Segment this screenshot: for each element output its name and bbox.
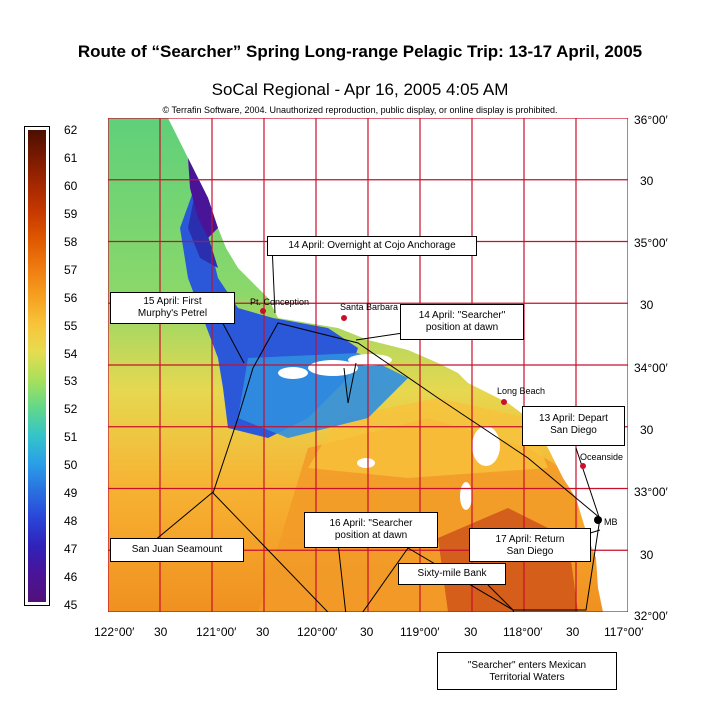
pt-conception-label: Pt. Conception bbox=[250, 297, 310, 307]
color-scale-tick: 47 bbox=[64, 542, 78, 557]
callout-cojo-anchorage: 14 April: Overnight at Cojo Anchorage bbox=[267, 236, 477, 256]
color-scale-tick: 61 bbox=[64, 150, 78, 165]
lon-label-119-30: 30 bbox=[360, 625, 374, 639]
oceanside-label: Oceanside bbox=[580, 452, 624, 462]
island-san-nicolas bbox=[357, 458, 375, 468]
lat-label-36-00: 36°00′ bbox=[634, 113, 668, 127]
callout-searcher-dawn-16-line1: 16 April: "Searcher bbox=[329, 518, 413, 529]
color-scale-bar bbox=[24, 126, 50, 606]
lon-label-117-00: 117°00′ bbox=[604, 625, 644, 639]
lon-label-118-00: 118°00′ bbox=[503, 625, 543, 639]
callout-searcher-dawn-14: 14 April: "Searcher" position at dawn bbox=[400, 304, 524, 340]
callout-depart-line2: San Diego bbox=[550, 425, 597, 436]
island-santa-catalina bbox=[472, 426, 500, 466]
lat-label-32-30: 30 bbox=[640, 548, 654, 562]
coastal-cold-strip bbox=[188, 158, 218, 238]
oceanside-marker bbox=[580, 463, 586, 469]
callout-depart-san-diego: 13 April: Depart San Diego bbox=[522, 406, 625, 446]
santa-barbara-marker bbox=[341, 315, 347, 321]
pt-conception-marker bbox=[260, 308, 266, 314]
color-scale-tick: 62 bbox=[64, 123, 78, 137]
lat-label-34-30: 30 bbox=[640, 298, 654, 312]
callout-return-san-diego: 17 April: Return San Diego bbox=[469, 528, 591, 562]
lat-label-33-00: 33°00′ bbox=[634, 485, 668, 499]
santa-barbara-label: Santa Barbara bbox=[340, 302, 399, 312]
lon-label-120-30: 30 bbox=[256, 625, 270, 639]
color-scale-tick: 46 bbox=[64, 570, 78, 585]
lon-label-117-30: 30 bbox=[566, 625, 580, 639]
callout-san-juan-seamount: San Juan Seamount bbox=[110, 538, 244, 562]
color-scale-tick: 52 bbox=[64, 402, 78, 417]
color-scale-tick: 58 bbox=[64, 234, 78, 249]
color-scale-tick: 57 bbox=[64, 262, 78, 277]
lat-label-34-00: 34°00′ bbox=[634, 361, 668, 375]
map-title: SoCal Regional - Apr 16, 2005 4:05 AM bbox=[211, 80, 509, 99]
callout-mexican-line1: "Searcher" enters Mexican bbox=[467, 660, 587, 671]
island-san-clemente bbox=[460, 482, 472, 510]
callout-first-petrel: 15 April: First Murphy's Petrel bbox=[110, 292, 235, 324]
color-scale-tick: 45 bbox=[64, 598, 78, 612]
island-santa-rosa bbox=[308, 360, 358, 376]
long-beach-marker bbox=[501, 399, 507, 405]
color-scale-tick: 49 bbox=[64, 486, 78, 501]
callout-first-petrel-line1: 15 April: First bbox=[143, 296, 202, 307]
color-scale-tick: 53 bbox=[64, 374, 78, 389]
lat-label-33-30: 30 bbox=[640, 423, 654, 437]
color-scale-tick: 56 bbox=[64, 290, 78, 305]
callout-cojo-text: 14 April: Overnight at Cojo Anchorage bbox=[288, 240, 456, 251]
callout-seamount-text: San Juan Seamount bbox=[131, 544, 223, 555]
lon-label-122-00: 122°00′ bbox=[94, 625, 135, 639]
callout-first-petrel-line2: Murphy's Petrel bbox=[137, 308, 208, 319]
color-scale-tick: 54 bbox=[64, 346, 78, 361]
lon-label-119-00: 119°00′ bbox=[400, 625, 440, 639]
color-scale-gradient bbox=[28, 130, 46, 602]
color-scale-tick: 55 bbox=[64, 318, 78, 333]
callout-searcher-dawn-14-line1: 14 April: "Searcher" bbox=[418, 310, 506, 321]
callout-mexican-line2: Territorial Waters bbox=[489, 672, 565, 683]
color-scale-tick: 51 bbox=[64, 430, 78, 445]
copyright-notice: © Terrafin Software, 2004. Unauthorized … bbox=[162, 105, 558, 115]
lon-label-121-00: 121°00′ bbox=[196, 625, 237, 639]
lat-label-35-30: 30 bbox=[640, 174, 654, 188]
main-title: Route of “Searcher” Spring Long-range Pe… bbox=[77, 42, 643, 61]
mission-bay-marker bbox=[594, 516, 602, 524]
callout-return-line2: San Diego bbox=[506, 546, 554, 557]
callout-searcher-dawn-16: 16 April: "Searcher position at dawn bbox=[304, 512, 438, 548]
color-scale-tick: 59 bbox=[64, 206, 78, 221]
color-scale-tick: 50 bbox=[64, 458, 78, 473]
color-scale-tick: 48 bbox=[64, 514, 78, 529]
lat-label-32-00: 32°00′ bbox=[634, 609, 668, 623]
island-san-miguel bbox=[278, 367, 308, 379]
callout-depart-line1: 13 April: Depart bbox=[539, 413, 608, 424]
mb-label: MB bbox=[604, 517, 618, 527]
callout-return-line1: 17 April: Return bbox=[495, 534, 565, 545]
lon-label-120-00: 120°00′ bbox=[297, 625, 338, 639]
callout-searcher-dawn-16-line2: position at dawn bbox=[334, 530, 408, 541]
callout-mexican-waters: "Searcher" enters Mexican Territorial Wa… bbox=[437, 652, 617, 690]
callout-sixty-mile-text: Sixty-mile Bank bbox=[417, 568, 487, 579]
callout-searcher-dawn-14-line2: position at dawn bbox=[425, 322, 499, 333]
color-scale-tick: 60 bbox=[64, 178, 78, 193]
lon-label-121-30: 30 bbox=[154, 625, 168, 639]
island-santa-cruz bbox=[348, 354, 392, 366]
callout-sixty-mile-bank: Sixty-mile Bank bbox=[398, 563, 506, 585]
lon-label-118-30: 30 bbox=[464, 625, 478, 639]
route-detour bbox=[343, 362, 357, 404]
long-beach-label: Long Beach bbox=[497, 386, 546, 396]
lat-label-35-00: 35°00′ bbox=[634, 236, 668, 250]
